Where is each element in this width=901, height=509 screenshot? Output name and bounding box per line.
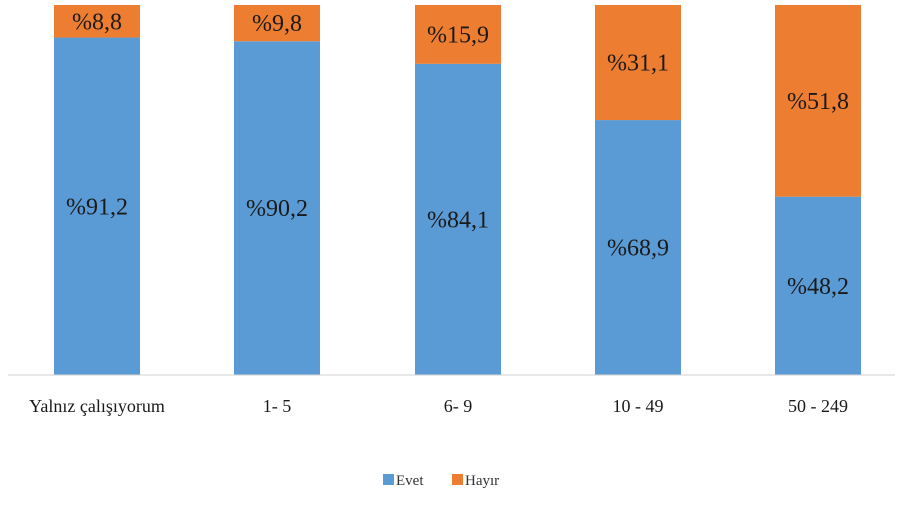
bar-hayir-2 (415, 5, 501, 64)
bar-evet-4 (775, 196, 861, 375)
data-label-hayir-4: %51,8 (787, 89, 849, 115)
bar-hayir-3 (595, 5, 681, 121)
data-label-evet-4: %48,2 (787, 274, 849, 300)
x-tick-label: 6- 9 (444, 396, 473, 416)
x-tick-label: 50 - 249 (788, 396, 848, 416)
bar-hayir-4 (775, 5, 861, 197)
legend: Evet Hayır (383, 473, 499, 489)
bar-evet-0 (54, 37, 140, 376)
data-label-hayir-3: %31,1 (607, 51, 669, 77)
data-label-evet-2: %84,1 (427, 207, 489, 233)
bar-evet-1 (234, 41, 320, 375)
x-tick-label: 1- 5 (263, 396, 292, 416)
data-label-hayir-2: %15,9 (427, 22, 489, 48)
bar-hayir-1 (234, 5, 320, 42)
x-tick-label: Yalnız çalışıyorum (29, 396, 165, 416)
data-label-hayir-0: %8,8 (72, 9, 122, 35)
legend-swatch-hayir (452, 474, 463, 485)
bar-hayir-0 (54, 5, 140, 38)
x-tick-label: 10 - 49 (613, 396, 664, 416)
bar-evet-2 (415, 63, 501, 376)
legend-label-evet: Evet (396, 473, 424, 489)
data-label-hayir-1: %9,8 (252, 11, 302, 37)
data-label-evet-3: %68,9 (607, 236, 669, 262)
legend-swatch-evet (383, 474, 394, 485)
data-label-evet-0: %91,2 (66, 194, 128, 220)
bars-layer: %91,2 %8,8 %90,2 %9,8 %84,1 %15,9 %68,9 %31,1 %4… (54, 5, 861, 376)
x-tick-labels: Yalnız çalışıyorum 1- 5 6- 9 10 - 49 50 - 24… (29, 396, 848, 416)
legend-label-hayir: Hayır (465, 473, 499, 489)
bar-evet-3 (595, 120, 681, 375)
data-label-evet-1: %90,2 (246, 196, 308, 222)
